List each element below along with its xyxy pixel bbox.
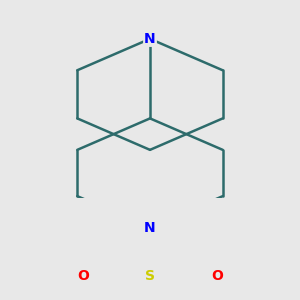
Text: O: O: [77, 269, 89, 283]
Text: O: O: [211, 269, 223, 283]
Text: S: S: [145, 269, 155, 283]
Text: N: N: [144, 32, 156, 46]
Text: N: N: [144, 220, 156, 235]
